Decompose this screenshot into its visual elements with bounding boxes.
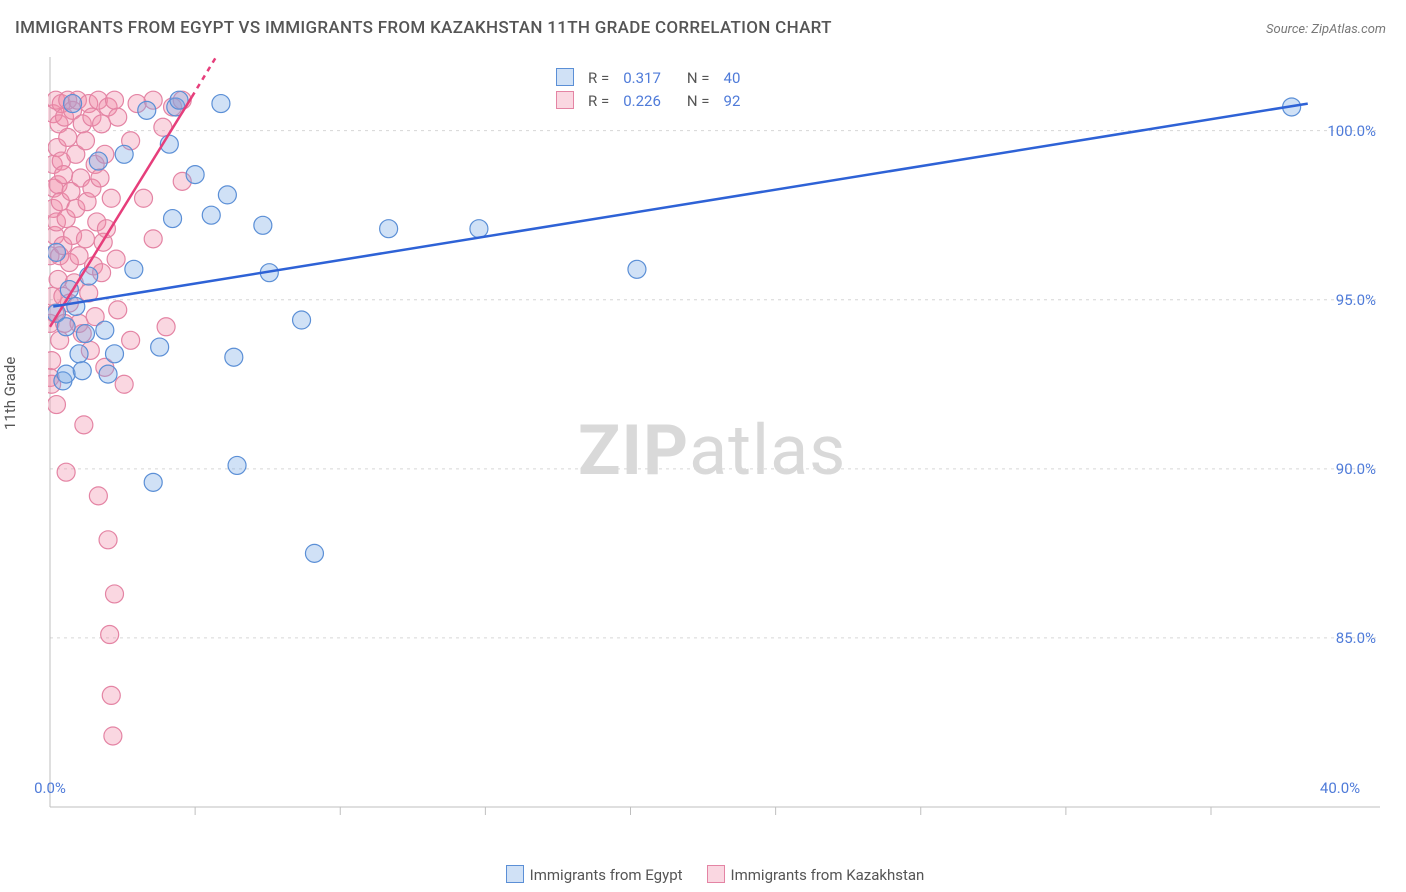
x-axis-legend: Immigrants from EgyptImmigrants from Kaz… (0, 865, 1406, 884)
source-attribution: Source: ZipAtlas.com (1266, 22, 1386, 37)
correlation-legend: R = 0.317N = 40R = 0.226N = 92 (548, 65, 748, 113)
y-axis-label: 11th Grade (1, 357, 19, 430)
x-tick-label: 0.0% (34, 779, 66, 797)
y-tick-label: 95.0% (1336, 291, 1376, 309)
y-tick-label: 100.0% (1327, 122, 1376, 140)
chart-title: IMMIGRANTS FROM EGYPT VS IMMIGRANTS FROM… (15, 18, 832, 38)
scatter-chart: ZIPatlas R = 0.317N = 40R = 0.226N = 92 … (48, 55, 1388, 825)
legend-row: R = 0.226N = 92 (550, 90, 746, 111)
legend-row: R = 0.317N = 40 (550, 67, 746, 88)
y-tick-label: 90.0% (1336, 460, 1376, 478)
series-legend-item: Immigrants from Egypt (482, 866, 683, 884)
y-tick-label: 85.0% (1336, 629, 1376, 647)
chart-svg (48, 55, 1388, 825)
series-legend-item: Immigrants from Kazakhstan (683, 866, 925, 884)
x-tick-label: 40.0% (1320, 779, 1360, 797)
